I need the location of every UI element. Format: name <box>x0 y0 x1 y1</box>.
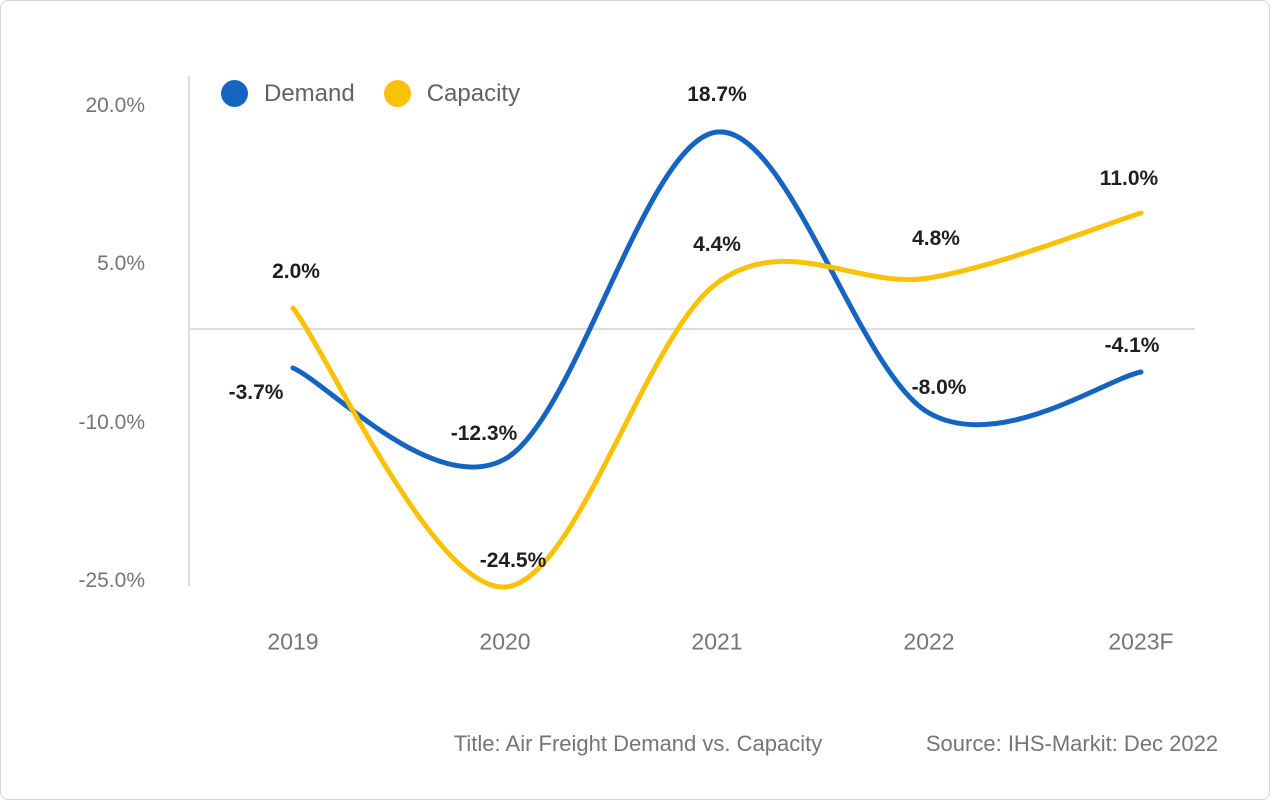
capacity-legend-dot-icon <box>383 80 411 107</box>
capacity-point-label: 2.0% <box>272 259 320 283</box>
capacity-point-label: -24.5% <box>479 549 547 573</box>
x-axis-tick-label: 2023F <box>1108 628 1174 655</box>
capacity-point-label: 4.4% <box>693 232 741 256</box>
demand-line <box>290 129 1144 470</box>
y-axis-tick-label: -10.0% <box>78 410 145 434</box>
legend-item-capacity: Capacity <box>383 79 521 107</box>
y-axis-tick-label: 20.0% <box>85 94 145 117</box>
demand-point-label: -12.3% <box>450 421 518 445</box>
y-axis-tick-label: 5.0% <box>97 252 145 276</box>
x-axis-tick-label: 2021 <box>691 628 743 655</box>
y-axis-tick-label: -25.0% <box>78 568 145 592</box>
capacity-point-label: 4.8% <box>912 227 960 251</box>
chart-title-caption: Title: Air Freight Demand vs. Capacity <box>453 731 823 756</box>
demand-legend-label: Demand <box>264 79 355 107</box>
legend-item-demand: Demand <box>221 80 355 107</box>
demand-point-label: 18.7% <box>687 82 747 106</box>
demand-point-label: -3.7% <box>228 381 284 405</box>
demand-legend-dot-icon <box>221 80 248 107</box>
demand-point-label: -4.1% <box>1104 334 1160 358</box>
x-axis-tick-label: 2020 <box>479 628 531 655</box>
legend: Demand Capacity <box>221 80 520 107</box>
chart-source-caption: Source: IHS-Markit: Dec 2022 <box>925 731 1219 756</box>
capacity-legend-label: Capacity <box>426 79 521 107</box>
capacity-point-label: 11.0% <box>1099 166 1159 190</box>
x-axis-tick-label: 2022 <box>903 628 955 655</box>
x-axis-tick-label: 2019 <box>267 628 319 655</box>
demand-point-label: -8.0% <box>911 376 967 400</box>
capacity-line <box>290 210 1144 590</box>
